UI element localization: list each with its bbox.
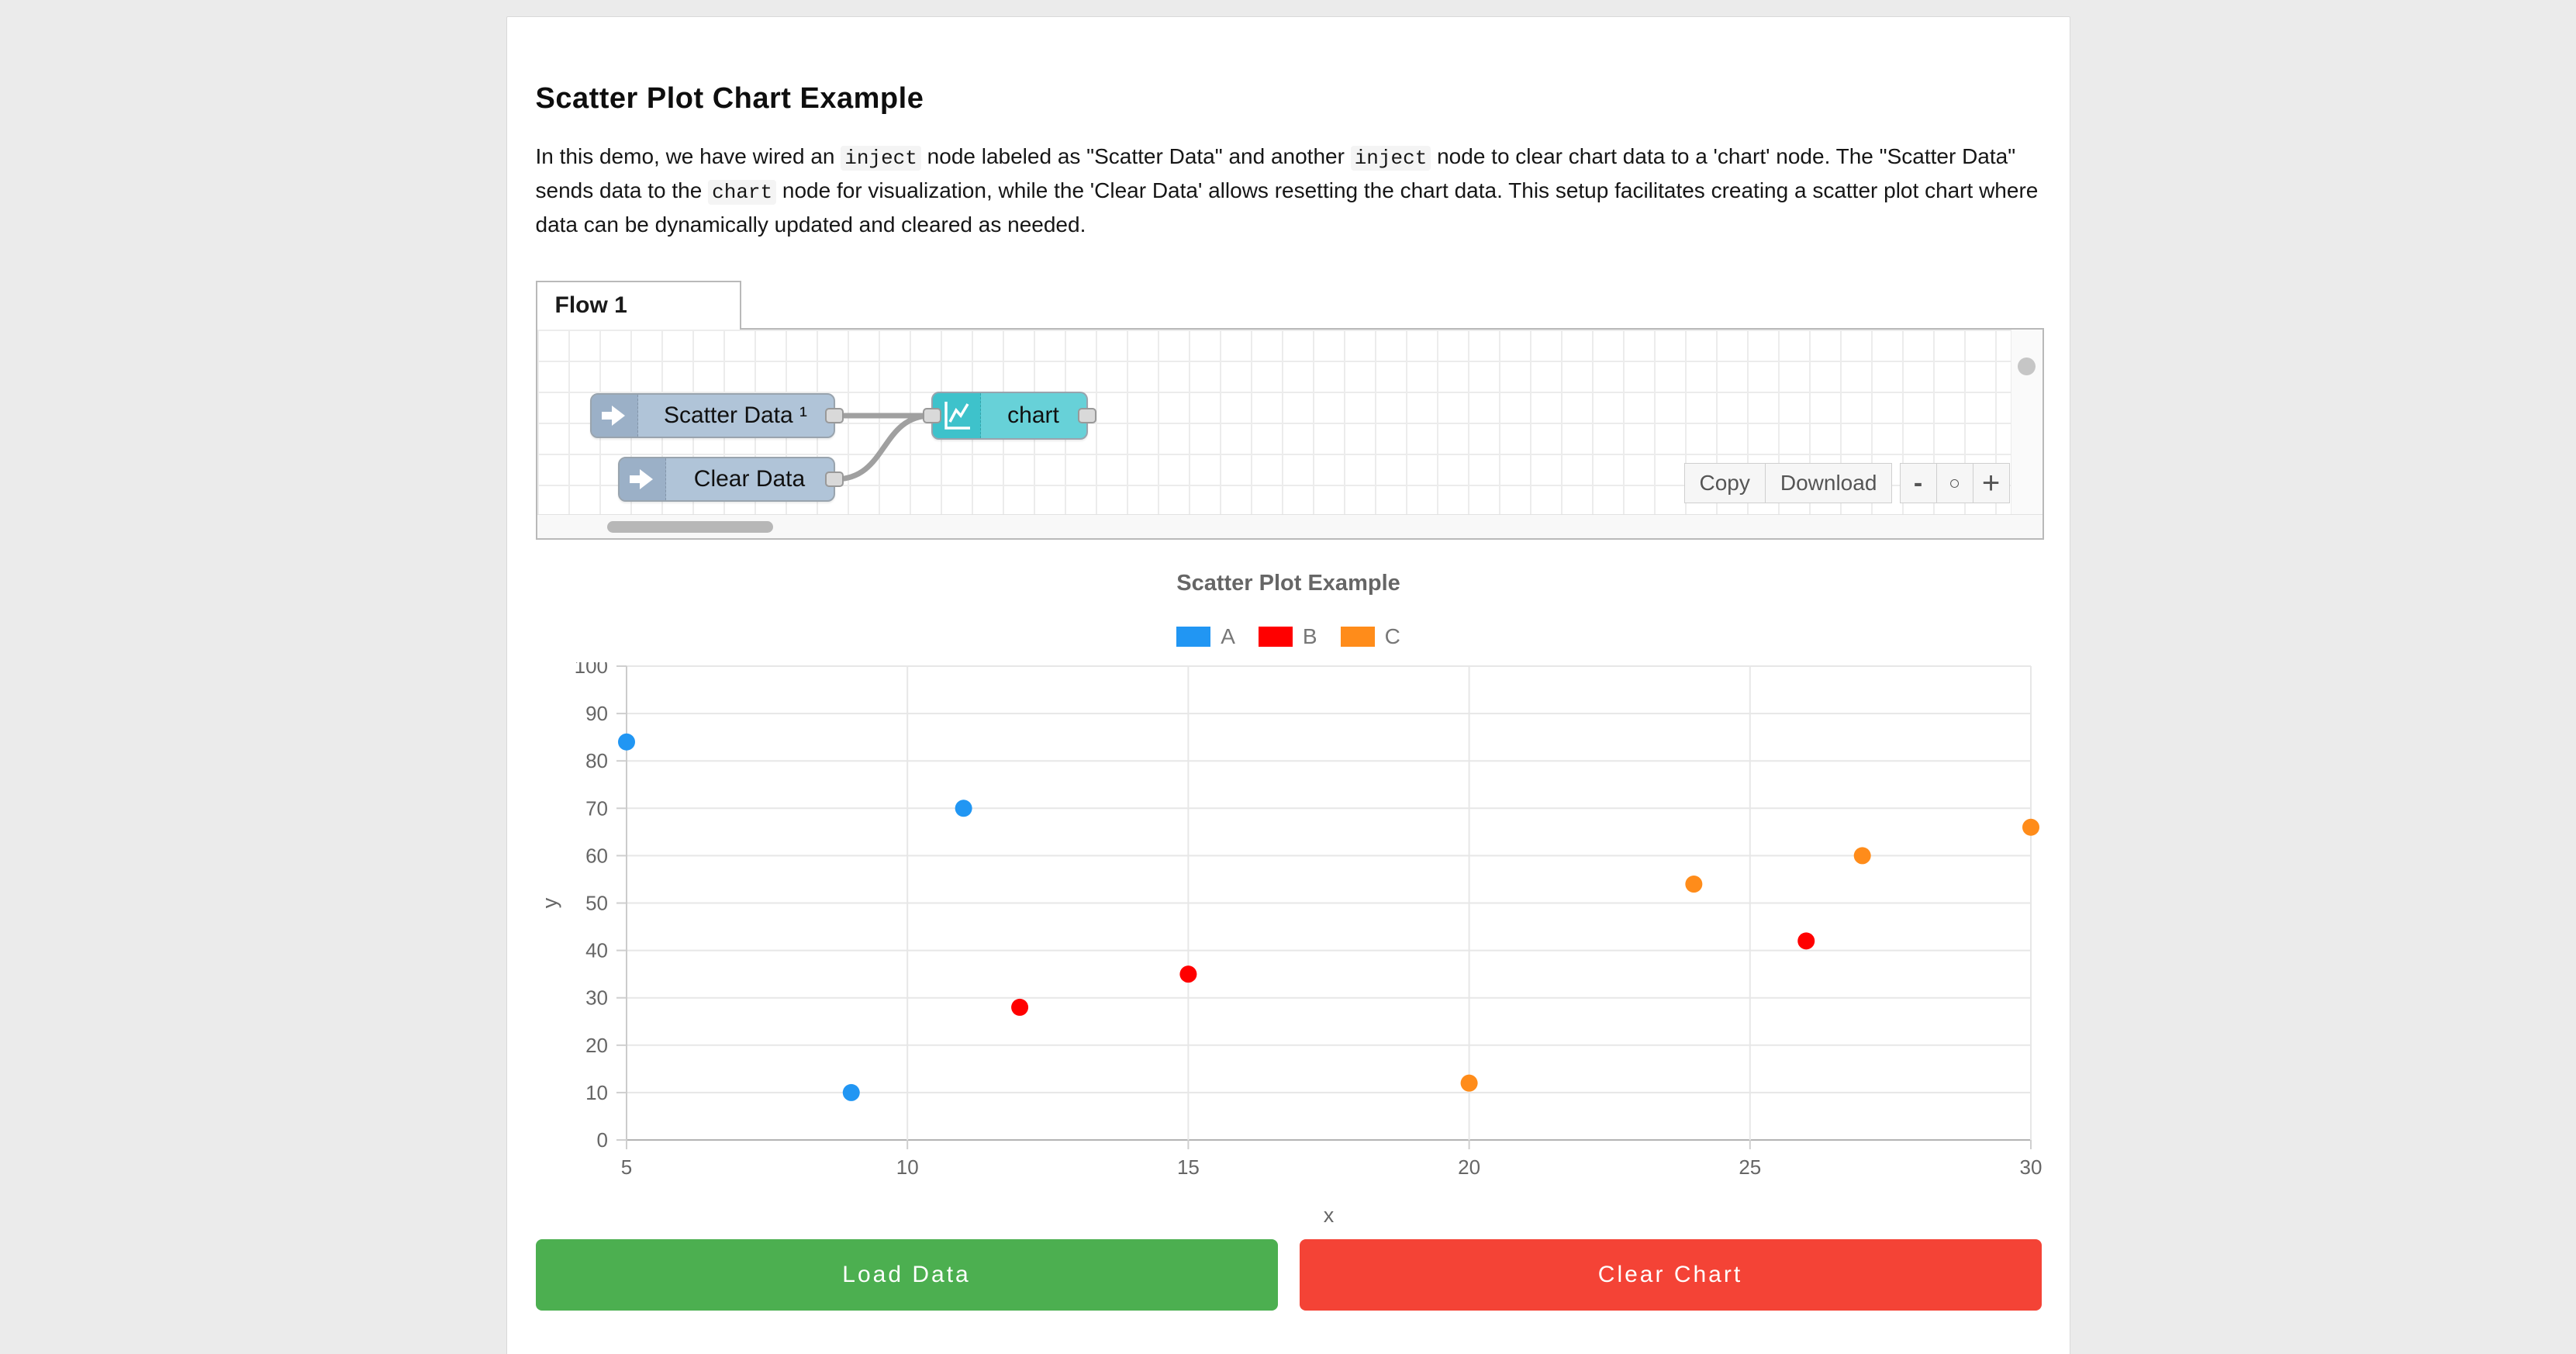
intro-text: node for visualization, while the 'Clear… bbox=[535, 178, 2039, 237]
inject-icon bbox=[591, 395, 638, 437]
svg-text:y: y bbox=[538, 897, 561, 908]
clear-chart-button[interactable]: Clear Chart bbox=[1299, 1239, 2042, 1311]
legend-swatch-icon bbox=[1176, 627, 1211, 647]
svg-text:30: 30 bbox=[585, 986, 608, 1010]
zoom-in-button[interactable]: + bbox=[1972, 463, 2010, 503]
svg-text:100: 100 bbox=[574, 662, 607, 678]
intro-text: node labeled as "Scatter Data" and anoth… bbox=[920, 144, 1351, 168]
svg-text:70: 70 bbox=[585, 796, 608, 820]
intro-code: chart bbox=[708, 180, 777, 205]
chart-legend: A B C bbox=[536, 624, 2042, 649]
scatter-plot: 0 10 20 30 40 50 60 70 80 90 100 5 10 15 20 25 30 y x bbox=[538, 662, 2042, 1227]
intro-code: inject bbox=[841, 146, 921, 171]
svg-text:30: 30 bbox=[2019, 1155, 2042, 1179]
chart-title: Scatter Plot Example bbox=[1176, 571, 1400, 596]
intro-code: inject bbox=[1350, 146, 1431, 171]
circle-icon: ○ bbox=[1948, 471, 1961, 494]
legend-swatch-icon bbox=[1258, 627, 1293, 647]
horizontal-scrollbar-thumb[interactable] bbox=[606, 521, 773, 533]
page-title: Scatter Plot Chart Example bbox=[535, 82, 924, 115]
node-scatter-data[interactable]: Scatter Data ¹ bbox=[589, 393, 844, 438]
zoom-out-button[interactable]: - bbox=[1899, 463, 1937, 503]
svg-text:80: 80 bbox=[585, 749, 608, 772]
content-card: Scatter Plot Chart Example In this demo,… bbox=[506, 16, 2070, 1354]
flow-tab[interactable]: Flow 1 bbox=[535, 281, 741, 330]
copy-button[interactable]: Copy bbox=[1683, 463, 1766, 503]
svg-text:x: x bbox=[1323, 1204, 1334, 1227]
input-port[interactable] bbox=[922, 408, 941, 423]
legend-label: C bbox=[1384, 624, 1400, 648]
load-data-button[interactable]: Load Data bbox=[535, 1239, 1278, 1311]
svg-text:10: 10 bbox=[585, 1081, 608, 1104]
legend-swatch-icon bbox=[1340, 627, 1375, 647]
output-port[interactable] bbox=[1077, 408, 1096, 423]
svg-text:60: 60 bbox=[585, 844, 608, 867]
legend-entry[interactable]: B bbox=[1258, 624, 1317, 649]
flow-tab-label: Flow 1 bbox=[554, 292, 627, 318]
inject-icon bbox=[619, 458, 666, 500]
scatter-chart: Scatter Plot Example A B C 0 10 20 30 40 50 60 70… bbox=[536, 571, 2042, 1236]
flow-editor: Flow 1 Scatter Data ¹ bbox=[535, 281, 2044, 540]
svg-text:10: 10 bbox=[896, 1155, 918, 1179]
node-label: chart bbox=[1007, 402, 1059, 428]
zoom-controls: - ○ + bbox=[1899, 463, 2010, 503]
svg-text:20: 20 bbox=[1458, 1155, 1480, 1179]
node-label: Scatter Data ¹ bbox=[663, 402, 808, 428]
output-port[interactable] bbox=[824, 408, 844, 423]
intro-text: In this demo, we have wired an bbox=[535, 144, 841, 168]
svg-text:0: 0 bbox=[596, 1128, 607, 1152]
zoom-reset-button[interactable]: ○ bbox=[1935, 463, 1973, 503]
legend-label: A bbox=[1221, 624, 1235, 648]
action-buttons: Load Data Clear Chart bbox=[535, 1239, 2042, 1311]
node-clear-data[interactable]: Clear Data bbox=[617, 457, 844, 502]
svg-text:25: 25 bbox=[1739, 1155, 1761, 1179]
download-button[interactable]: Download bbox=[1764, 463, 1893, 503]
flow-wires bbox=[832, 413, 934, 482]
node-chart[interactable]: chart bbox=[922, 392, 1096, 440]
vertical-scrollbar[interactable] bbox=[2010, 330, 2042, 514]
svg-text:20: 20 bbox=[585, 1034, 608, 1057]
vertical-scrollbar-thumb[interactable] bbox=[2017, 357, 2036, 375]
node-label: Clear Data bbox=[693, 466, 806, 492]
minus-icon: - bbox=[1913, 468, 1923, 498]
horizontal-scrollbar[interactable] bbox=[537, 514, 2042, 538]
legend-entry[interactable]: C bbox=[1340, 624, 1400, 649]
intro-paragraph: In this demo, we have wired an inject no… bbox=[536, 140, 2042, 240]
legend-label: B bbox=[1302, 624, 1317, 648]
svg-text:40: 40 bbox=[585, 939, 608, 962]
intro-text: node to clear chart data to a 'chart' no… bbox=[535, 144, 2016, 202]
flow-toolbar: Copy Download bbox=[1683, 463, 1893, 503]
svg-text:5: 5 bbox=[620, 1155, 631, 1179]
svg-text:50: 50 bbox=[585, 892, 608, 915]
svg-text:90: 90 bbox=[585, 702, 608, 725]
flow-workspace[interactable]: Scatter Data ¹ Clear Data bbox=[535, 328, 2044, 540]
plus-icon: + bbox=[1981, 466, 2001, 500]
legend-entry[interactable]: A bbox=[1176, 624, 1235, 649]
svg-text:15: 15 bbox=[1176, 1155, 1199, 1179]
output-port[interactable] bbox=[824, 471, 844, 487]
